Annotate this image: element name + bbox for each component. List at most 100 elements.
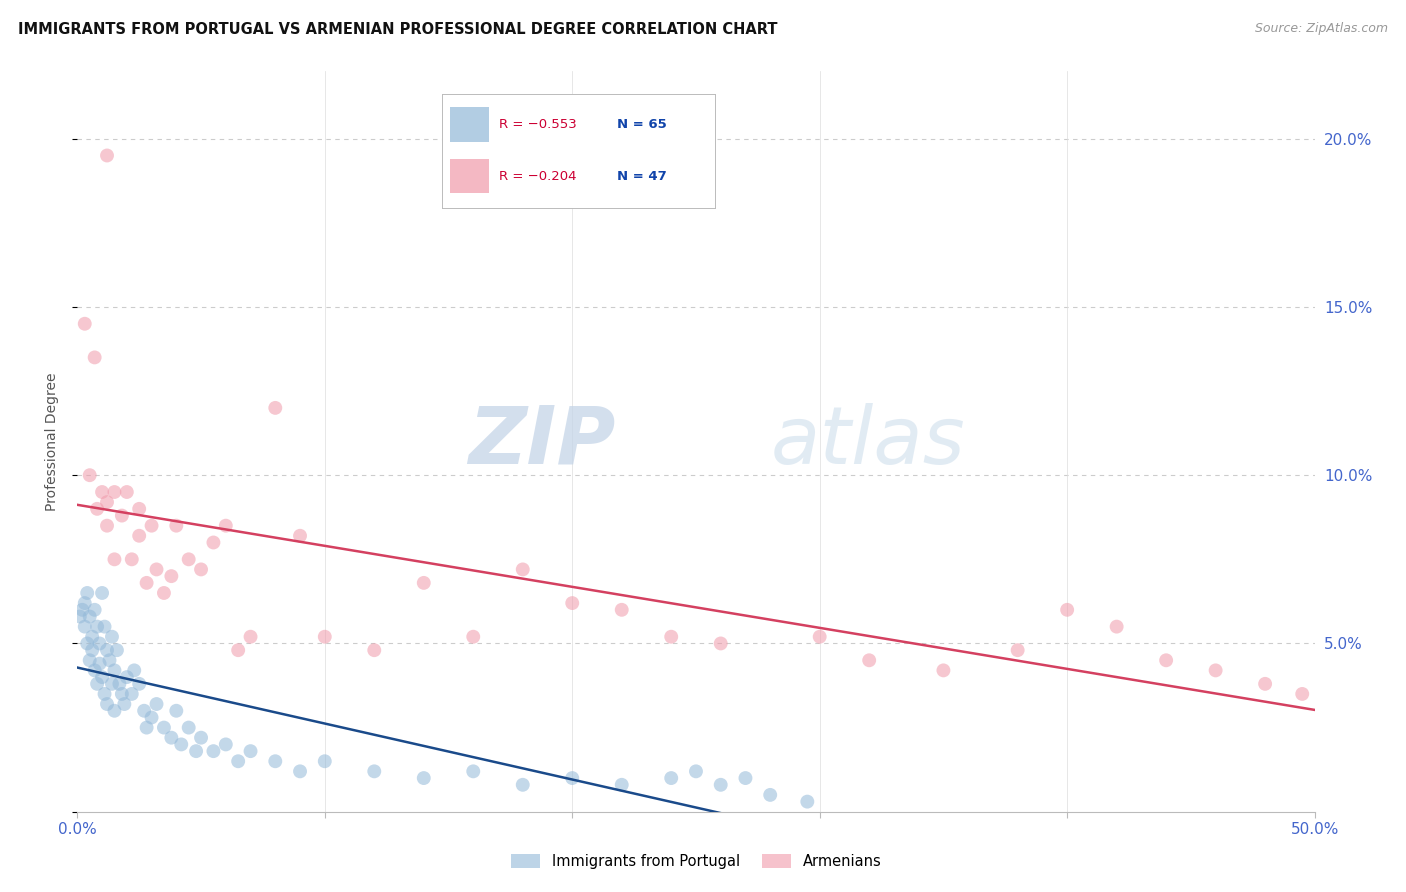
- Point: [121, 552, 143, 566]
- Point: [808, 630, 831, 644]
- Point: [96, 643, 118, 657]
- Point: [215, 518, 238, 533]
- Text: Source: ZipAtlas.com: Source: ZipAtlas.com: [1254, 22, 1388, 36]
- Point: [710, 778, 733, 792]
- Point: [239, 744, 262, 758]
- Point: [759, 788, 782, 802]
- Point: [363, 643, 385, 657]
- Point: [610, 778, 633, 792]
- Point: [135, 575, 157, 590]
- Point: [96, 518, 118, 533]
- Point: [89, 636, 111, 650]
- Point: [170, 738, 193, 752]
- Point: [160, 569, 183, 583]
- Point: [76, 586, 98, 600]
- Point: [82, 630, 104, 644]
- Point: [93, 687, 115, 701]
- Point: [226, 754, 249, 768]
- Point: [177, 552, 200, 566]
- Point: [145, 562, 167, 576]
- Point: [141, 710, 163, 724]
- Point: [160, 731, 183, 745]
- Point: [105, 643, 128, 657]
- Point: [1007, 643, 1029, 657]
- Point: [412, 575, 434, 590]
- Point: [1154, 653, 1177, 667]
- Point: [115, 485, 138, 500]
- Point: [111, 687, 134, 701]
- Point: [96, 495, 118, 509]
- Point: [73, 619, 96, 633]
- Point: [76, 636, 98, 650]
- Point: [288, 529, 311, 543]
- Point: [101, 630, 124, 644]
- Point: [101, 677, 124, 691]
- Point: [86, 501, 108, 516]
- Point: [314, 754, 336, 768]
- Point: [135, 721, 157, 735]
- Point: [932, 664, 955, 678]
- Point: [165, 518, 187, 533]
- Point: [91, 670, 114, 684]
- Point: [72, 603, 94, 617]
- Point: [264, 754, 287, 768]
- Point: [91, 485, 114, 500]
- Point: [83, 664, 105, 678]
- Point: [128, 529, 150, 543]
- Point: [659, 630, 682, 644]
- Legend: Immigrants from Portugal, Armenians: Immigrants from Portugal, Armenians: [505, 847, 887, 875]
- Point: [122, 664, 145, 678]
- Point: [561, 596, 583, 610]
- Point: [103, 552, 125, 566]
- Y-axis label: Professional Degree: Professional Degree: [45, 372, 59, 511]
- Point: [858, 653, 880, 667]
- Point: [796, 795, 818, 809]
- Point: [202, 535, 225, 549]
- Point: [1254, 677, 1277, 691]
- Point: [96, 697, 118, 711]
- Point: [1291, 687, 1313, 701]
- Point: [96, 148, 118, 162]
- Point: [112, 697, 135, 711]
- Point: [86, 619, 108, 633]
- Point: [610, 603, 633, 617]
- Point: [226, 643, 249, 657]
- Point: [141, 518, 163, 533]
- Point: [79, 653, 101, 667]
- Point: [1105, 619, 1128, 633]
- Point: [128, 677, 150, 691]
- Point: [86, 677, 108, 691]
- Point: [153, 721, 176, 735]
- Point: [264, 401, 287, 415]
- Point: [412, 771, 434, 785]
- Point: [288, 764, 311, 779]
- Point: [177, 721, 200, 735]
- Point: [561, 771, 583, 785]
- Text: ZIP: ZIP: [468, 402, 616, 481]
- Text: atlas: atlas: [770, 402, 965, 481]
- Point: [69, 609, 91, 624]
- Point: [1205, 664, 1227, 678]
- Point: [115, 670, 138, 684]
- Point: [82, 643, 104, 657]
- Point: [134, 704, 156, 718]
- Point: [103, 664, 125, 678]
- Point: [710, 636, 733, 650]
- Point: [111, 508, 134, 523]
- Point: [98, 653, 121, 667]
- Point: [512, 778, 534, 792]
- Point: [190, 562, 212, 576]
- Text: IMMIGRANTS FROM PORTUGAL VS ARMENIAN PROFESSIONAL DEGREE CORRELATION CHART: IMMIGRANTS FROM PORTUGAL VS ARMENIAN PRO…: [18, 22, 778, 37]
- Point: [165, 704, 187, 718]
- Point: [73, 317, 96, 331]
- Point: [108, 677, 131, 691]
- Point: [79, 609, 101, 624]
- Point: [79, 468, 101, 483]
- Point: [363, 764, 385, 779]
- Point: [734, 771, 756, 785]
- Point: [121, 687, 143, 701]
- Point: [512, 562, 534, 576]
- Point: [128, 501, 150, 516]
- Point: [103, 485, 125, 500]
- Point: [89, 657, 111, 671]
